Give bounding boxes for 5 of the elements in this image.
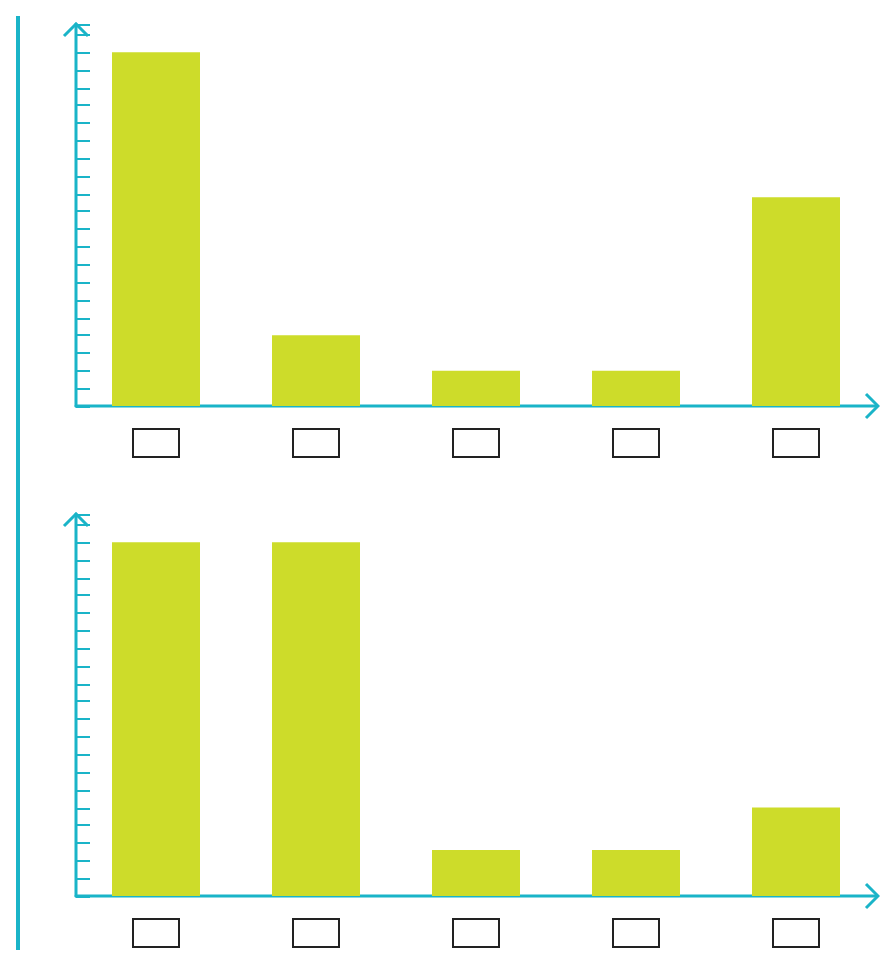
- bar: [112, 52, 200, 406]
- bar: [432, 370, 520, 406]
- bar: [592, 370, 680, 406]
- bar: [752, 197, 840, 406]
- bar: [272, 335, 360, 406]
